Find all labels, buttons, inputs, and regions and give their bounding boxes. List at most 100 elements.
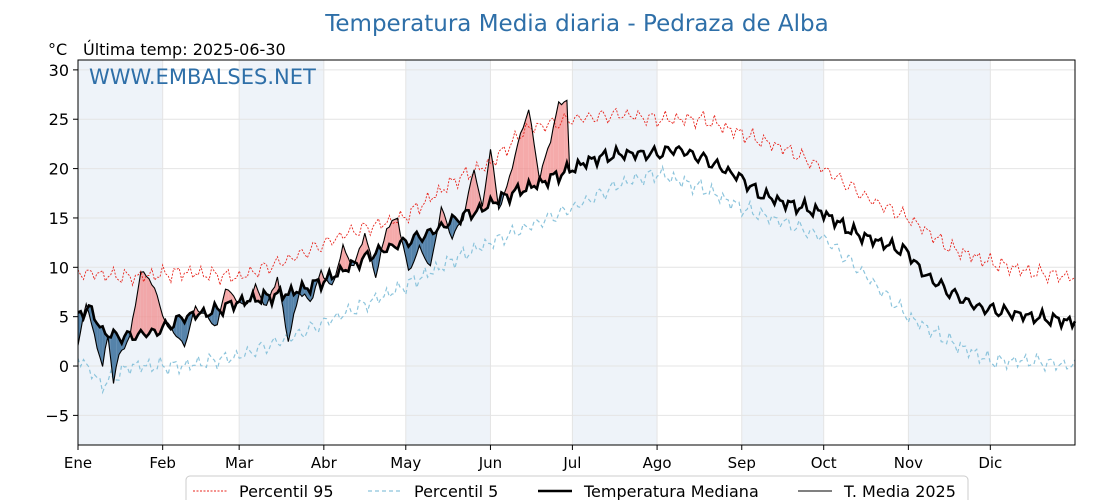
above-median-fill xyxy=(542,157,546,183)
above-median-fill xyxy=(394,218,398,249)
month-label: Abr xyxy=(311,454,338,472)
legend-label-p5: Percentil 5 xyxy=(414,482,498,500)
above-median-fill xyxy=(140,271,144,334)
month-band xyxy=(741,60,824,445)
above-median-fill xyxy=(558,101,562,183)
above-median-fill xyxy=(149,278,152,334)
above-median-fill xyxy=(143,271,147,337)
y-tick-label: 25 xyxy=(49,110,69,129)
y-tick-label: 10 xyxy=(49,258,69,277)
below-median-fill xyxy=(187,313,190,338)
above-median-fill xyxy=(487,149,491,208)
below-median-fill xyxy=(424,230,428,264)
month-label: Sep xyxy=(728,454,756,472)
above-median-fill xyxy=(225,289,229,304)
below-median-fill xyxy=(99,326,103,367)
above-median-fill xyxy=(228,290,231,303)
month-label: Jul xyxy=(562,454,581,472)
month-label: Nov xyxy=(894,454,923,472)
below-median-fill xyxy=(176,315,180,339)
month-label: Ago xyxy=(643,454,672,472)
above-median-fill xyxy=(517,133,521,196)
plot-frame xyxy=(77,59,1076,446)
below-median-fill xyxy=(181,318,185,347)
below-median-fill xyxy=(414,231,417,262)
below-median-fill xyxy=(94,319,98,349)
below-median-fill xyxy=(430,229,434,266)
below-median-fill xyxy=(408,243,412,271)
above-median-fill xyxy=(340,244,343,272)
series-line-mediana xyxy=(77,143,1077,347)
legend: Percentil 95 Percentil 5 Temperatura Media… xyxy=(185,475,969,500)
month-band xyxy=(78,60,163,445)
month-band xyxy=(572,60,658,445)
series-line-percentil-95 xyxy=(77,107,1076,287)
above-median-fill xyxy=(157,295,160,336)
y-tick-label: 20 xyxy=(49,160,69,179)
below-median-fill xyxy=(427,229,431,266)
below-median-fill xyxy=(78,311,81,346)
below-median-fill xyxy=(110,329,114,384)
below-median-fill xyxy=(179,315,182,342)
above-median-fill xyxy=(556,101,559,183)
above-median-fill xyxy=(564,100,567,173)
above-median-fill xyxy=(561,101,565,176)
y-tick-label: 0 xyxy=(59,357,69,376)
above-median-fill xyxy=(383,228,387,252)
above-median-fill xyxy=(392,219,395,248)
month-bands xyxy=(78,60,991,445)
legend-label-p95: Percentil 95 xyxy=(239,482,334,500)
above-median-fill xyxy=(520,127,524,196)
above-median-fill xyxy=(471,169,475,219)
month-band xyxy=(405,60,491,445)
series-line-percentil-5 xyxy=(77,164,1076,395)
above-median-fill xyxy=(255,284,259,302)
above-median-fill xyxy=(528,109,532,188)
above-median-fill xyxy=(362,233,365,260)
month-band xyxy=(908,60,991,445)
y-tick-label: 30 xyxy=(49,61,69,80)
legend-label-median: Temperatura Mediana xyxy=(583,482,759,500)
above-median-fill xyxy=(553,115,556,175)
month-label: Feb xyxy=(149,454,176,472)
above-median-fill xyxy=(485,170,488,210)
above-median-fill xyxy=(512,155,515,193)
below-median-fill xyxy=(293,292,297,314)
below-median-fill xyxy=(373,253,376,278)
above-median-fill xyxy=(545,148,548,187)
y-axis-ticks: 30 25 20 15 10 5 0 −5 xyxy=(45,61,78,425)
above-median-fill xyxy=(154,288,158,336)
watermark: WWW.EMBALSES.NET xyxy=(89,65,316,89)
above-median-fill xyxy=(534,144,537,189)
above-median-fill xyxy=(523,118,526,192)
series-line-media-2025 xyxy=(77,99,571,384)
above-median-fill xyxy=(364,233,368,255)
above-median-fill xyxy=(151,284,155,330)
month-label: May xyxy=(390,454,421,472)
above-median-fill xyxy=(515,143,518,190)
month-band xyxy=(239,60,324,445)
last-temp-label: Última temp: 2025-06-30 xyxy=(83,40,286,59)
legend-label-current: T. Media 2025 xyxy=(843,482,956,500)
y-unit-label: °C xyxy=(48,40,67,59)
below-median-fill xyxy=(304,288,308,299)
above-median-fill xyxy=(146,276,149,337)
below-median-fill xyxy=(102,326,106,367)
above-median-fill xyxy=(526,109,529,191)
chart-title: Temperatura Media diaria - Pedraza de Al… xyxy=(324,11,829,37)
month-label: Mar xyxy=(225,454,254,472)
month-label: Ene xyxy=(64,454,92,472)
y-tick-label: 15 xyxy=(49,209,69,228)
month-label: Oct xyxy=(811,454,837,472)
series-lines xyxy=(77,99,1077,395)
month-label: Dic xyxy=(978,454,1002,472)
y-tick-label: −5 xyxy=(45,406,69,425)
below-median-fill xyxy=(116,332,119,367)
below-median-fill xyxy=(288,286,292,342)
month-label: Jun xyxy=(478,454,502,472)
x-axis-ticks: Ene Feb Mar Abr May Jun Jul Ago Sep Oct Nov Dic xyxy=(64,445,1002,472)
above-median-fill xyxy=(132,305,136,340)
legend-box xyxy=(185,475,969,500)
y-tick-label: 5 xyxy=(59,308,69,327)
